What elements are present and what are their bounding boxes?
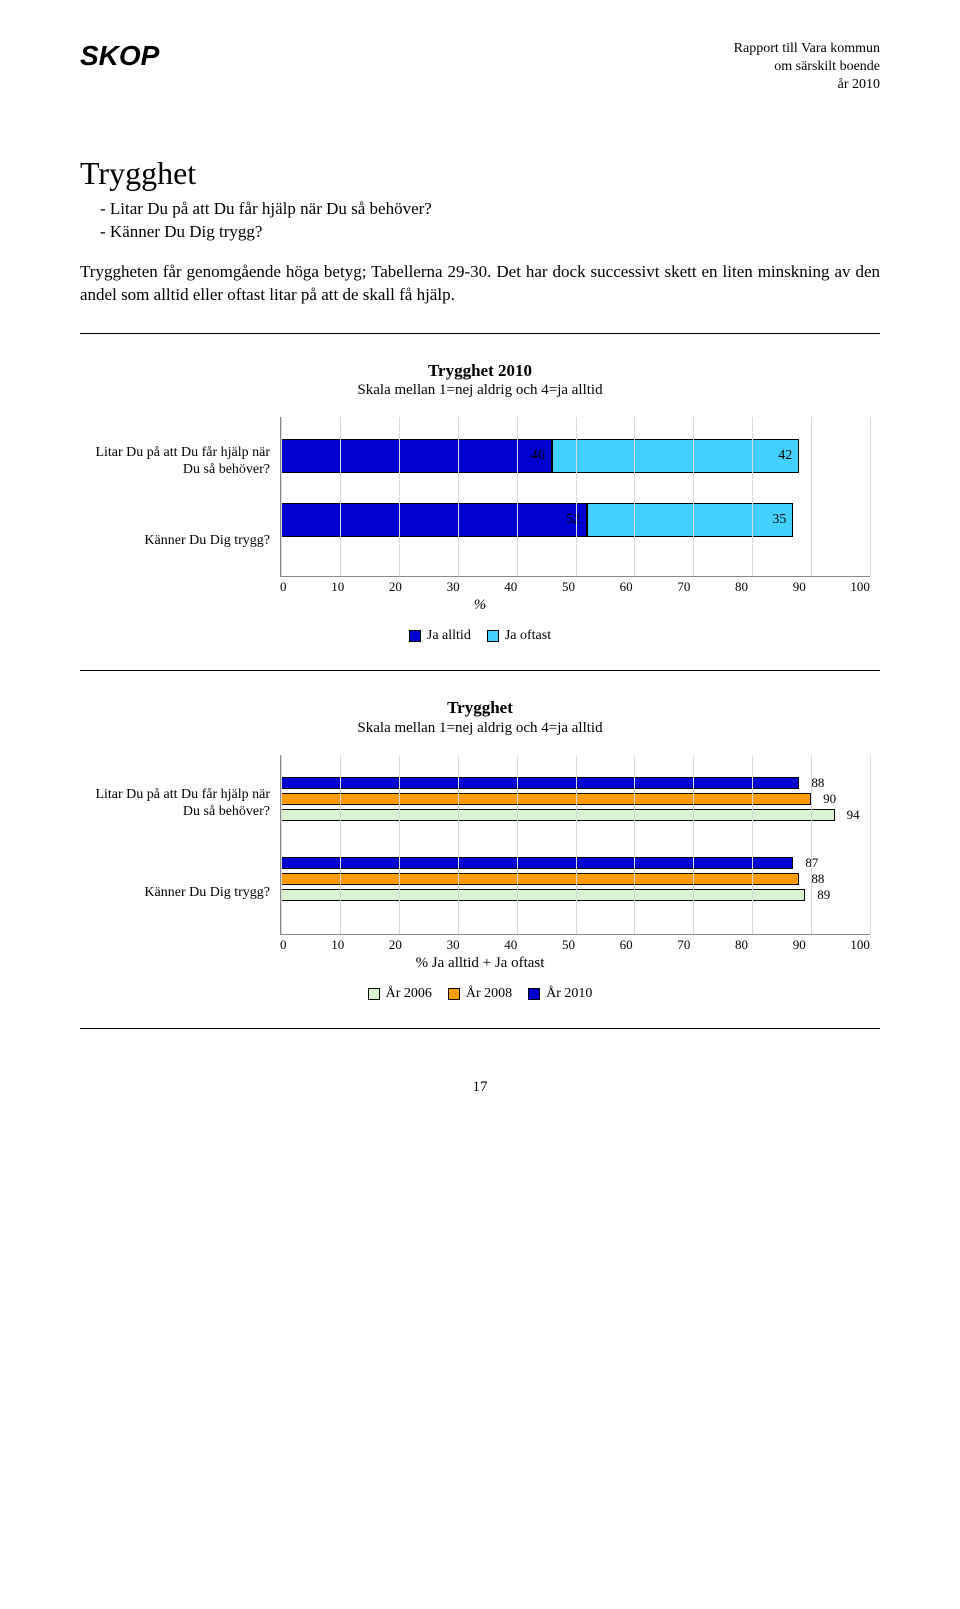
section-title: Trygghet	[80, 155, 880, 192]
report-meta: Rapport till Vara kommun om särskilt boe…	[734, 40, 880, 95]
legend-label: År 2008	[466, 986, 512, 1002]
legend-label: Ja oftast	[505, 628, 551, 644]
divider	[80, 670, 880, 671]
chart-legend: År 2006 År 2008 År 2010	[80, 986, 880, 1002]
chart-title: Trygghet 2010	[80, 360, 880, 382]
legend-swatch	[409, 630, 421, 642]
chart-bar: 88	[281, 873, 799, 885]
legend-swatch	[368, 988, 380, 1000]
report-meta-line: år 2010	[734, 76, 880, 94]
chart-legend: Ja alltid Ja oftast	[80, 628, 880, 644]
chart-bar-value: 94	[847, 807, 860, 823]
chart-plot-area: Litar Du på att Du får hjälp när Du så b…	[90, 417, 870, 577]
section-paragraph: Tryggheten får genomgående höga betyg; T…	[80, 261, 880, 307]
chart-title: Trygghet	[80, 697, 880, 719]
chart-y-labels: Litar Du på att Du får hjälp när Du så b…	[90, 417, 280, 577]
legend-item: År 2010	[528, 986, 592, 1002]
chart-bar-value: 35	[772, 512, 786, 528]
chart-plot: 46 42 52 35	[280, 417, 870, 577]
legend-label: År 2010	[546, 986, 592, 1002]
legend-label: År 2006	[386, 986, 432, 1002]
chart-y-label: Känner Du Dig trygg?	[90, 521, 270, 562]
chart-bar-value: 52	[566, 512, 580, 528]
section-bullet: - Litar Du på att Du får hjälp när Du så…	[100, 198, 880, 221]
chart-bar-value: 46	[531, 448, 545, 464]
legend-label: Ja alltid	[427, 628, 471, 644]
chart-bar-value: 88	[811, 871, 824, 887]
chart-bar-segment: 52	[281, 503, 587, 537]
legend-item: Ja oftast	[487, 628, 551, 644]
chart-bar-segment: 46	[281, 439, 552, 473]
chart-y-label: Litar Du på att Du får hjälp när Du så b…	[90, 775, 270, 833]
chart-subtitle: Skala mellan 1=nej aldrig och 4=ja allti…	[80, 720, 880, 737]
report-meta-line: om särskilt boende	[734, 58, 880, 76]
page-header: SKOP Rapport till Vara kommun om särskil…	[80, 40, 880, 95]
legend-swatch	[448, 988, 460, 1000]
chart-bar-segment: 42	[552, 439, 799, 473]
chart-plot: 889094878889	[280, 755, 870, 935]
report-meta-line: Rapport till Vara kommun	[734, 40, 880, 58]
chart-y-labels: Litar Du på att Du får hjälp när Du så b…	[90, 755, 280, 935]
chart-bar-value: 90	[823, 791, 836, 807]
chart-trygghet-years: Trygghet Skala mellan 1=nej aldrig och 4…	[80, 697, 880, 1001]
chart-subtitle: Skala mellan 1=nej aldrig och 4=ja allti…	[80, 382, 880, 399]
chart-axis-label: % Ja alltid + Ja oftast	[80, 955, 880, 972]
chart-bar-value: 88	[811, 775, 824, 791]
legend-item: År 2006	[368, 986, 432, 1002]
chart-bar-value: 89	[817, 887, 830, 903]
divider	[80, 1028, 880, 1029]
legend-item: Ja alltid	[409, 628, 471, 644]
legend-item: År 2008	[448, 986, 512, 1002]
legend-swatch	[528, 988, 540, 1000]
brand-logo: SKOP	[80, 40, 159, 72]
chart-axis-label: %	[80, 597, 880, 614]
legend-swatch	[487, 630, 499, 642]
chart-bar: 87	[281, 857, 793, 869]
chart-bar: 90	[281, 793, 811, 805]
chart-bar: 89	[281, 889, 805, 901]
page-number: 17	[80, 1079, 880, 1096]
chart-y-label: Känner Du Dig trygg?	[90, 873, 270, 914]
divider	[80, 333, 880, 334]
chart-plot-area: Litar Du på att Du får hjälp när Du så b…	[90, 755, 870, 935]
chart-bar-segment: 35	[587, 503, 793, 537]
chart-y-label: Litar Du på att Du får hjälp när Du så b…	[90, 433, 270, 491]
section: Trygghet - Litar Du på att Du får hjälp …	[80, 155, 880, 308]
chart-bar-value: 42	[778, 448, 792, 464]
chart-bar: 88	[281, 777, 799, 789]
chart-trygghet-2010: Trygghet 2010 Skala mellan 1=nej aldrig …	[80, 360, 880, 644]
section-bullet: - Känner Du Dig trygg?	[100, 221, 880, 244]
